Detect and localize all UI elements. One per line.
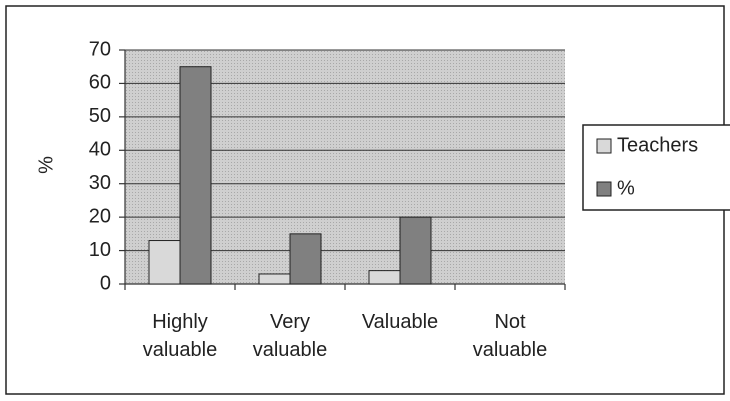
x-tick-label: Very valuable: [252, 311, 328, 361]
bar: [368, 270, 401, 285]
bar: [399, 216, 432, 285]
x-tick-label: Highly valuable: [142, 311, 218, 361]
bar: [179, 66, 212, 285]
bar: [258, 273, 291, 285]
y-tick-label: 50: [89, 105, 111, 127]
x-tick-label: Not valuable: [472, 311, 548, 361]
x-tick-label: Valuable: [361, 311, 439, 333]
legend-swatch: [596, 181, 612, 197]
y-axis-label: %: [35, 156, 57, 174]
bar: [148, 240, 181, 285]
y-tick-label: 20: [89, 205, 111, 227]
bar: [289, 233, 322, 285]
y-tick-label: 30: [89, 172, 111, 194]
legend-label: %: [617, 177, 635, 199]
legend-label: Teachers: [617, 134, 698, 156]
y-tick-label: 40: [89, 139, 111, 161]
y-tick-label: 70: [89, 38, 111, 60]
y-tick-label: 0: [100, 272, 111, 294]
legend-swatch: [596, 138, 612, 154]
y-tick-label: 10: [89, 239, 111, 261]
y-tick-label: 60: [89, 72, 111, 94]
